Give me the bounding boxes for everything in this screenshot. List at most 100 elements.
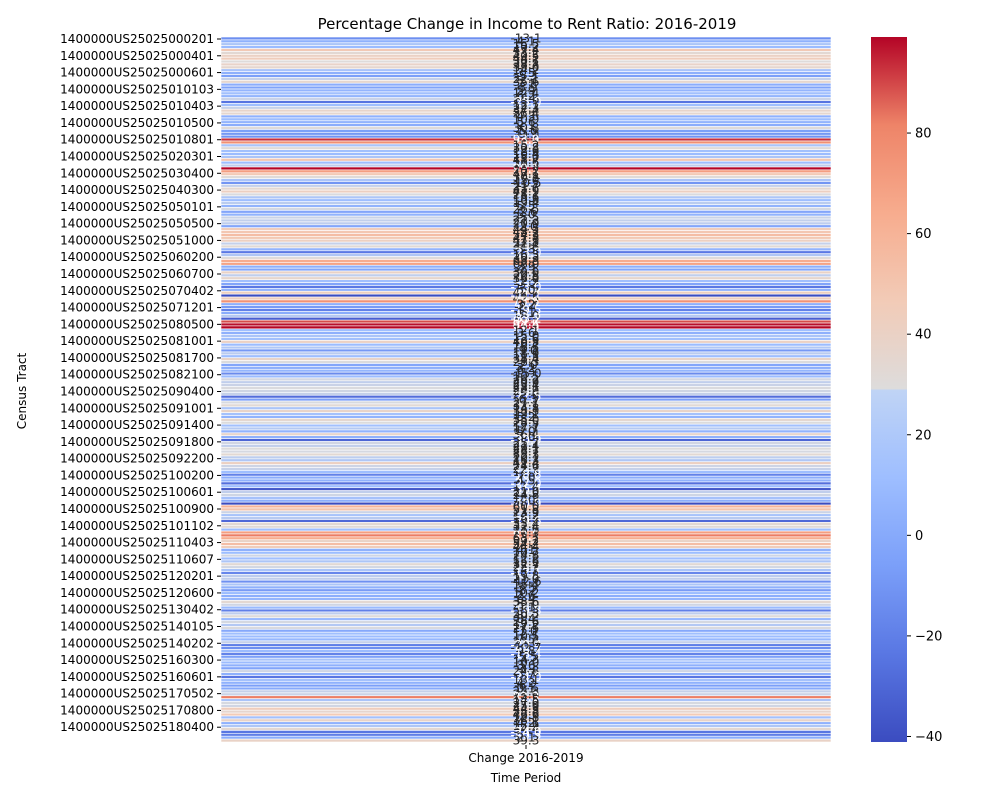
y-tick-label: 1400000US25025070402: [60, 284, 214, 298]
colorbar-tick-label: −40: [915, 730, 942, 745]
chart-title: Percentage Change in Income to Rent Rati…: [318, 15, 737, 33]
y-tick-label: 1400000US25025101102: [60, 519, 214, 533]
cell-value-label: 2.1: [516, 731, 535, 745]
cell-value-label: 18.9: [513, 346, 540, 360]
y-tick-label: 1400000US25025091800: [60, 435, 214, 449]
colorbar-tick-label: −20: [915, 629, 942, 644]
cell-value-label: 14.7: [513, 563, 540, 577]
cell-value-label: 17.7: [513, 422, 540, 436]
cell-value-label: 24.8: [513, 664, 540, 678]
cell-value-label: 15.0: [513, 329, 540, 343]
cell-value-label: 12.6: [513, 144, 540, 158]
cell-value-label: 25.0: [513, 699, 540, 713]
cell-value-label: -23.0: [510, 280, 541, 294]
cell-value-label: 12.1: [513, 627, 540, 641]
cell-value-label: 4.3: [516, 109, 535, 123]
cell-value-label: 35.8: [513, 705, 540, 719]
y-tick-label: 1400000US25025000601: [60, 66, 214, 80]
y-tick-label: 1400000US25025080500: [60, 317, 214, 331]
cell-value-label: 15.9: [513, 719, 540, 733]
y-tick-label: 1400000US25025000201: [60, 32, 214, 46]
y-tick-label: 1400000US25025140202: [60, 636, 214, 650]
cell-value-label: 23.5: [513, 211, 540, 225]
y-tick-label: 1400000US25025130402: [60, 603, 214, 617]
cell-value-label: -6.3: [514, 393, 537, 407]
cell-value-label: 3.0: [516, 430, 535, 444]
cell-value-label: 33.3: [513, 448, 540, 462]
cell-value-label: 36.0: [513, 271, 540, 285]
cell-value-label: 12.1: [513, 98, 540, 112]
cell-value-label: 4.1: [516, 34, 535, 48]
cell-value-label: 21.7: [513, 179, 540, 193]
cell-value-label: 30.8: [513, 141, 540, 155]
cell-value-label: -17.1: [510, 566, 541, 580]
cell-value-label: -8.4: [514, 300, 537, 314]
cell-value-label: 11.5: [513, 349, 540, 363]
cell-value-label: 5.2: [516, 410, 535, 424]
cell-value-label: 4.5: [516, 474, 535, 488]
cell-value-label: 27.0: [513, 696, 540, 710]
cell-value-label: 10.2: [513, 586, 540, 600]
x-tick-label: Change 2016-2019: [468, 751, 583, 765]
cell-value-label: 15.4: [513, 578, 540, 592]
cell-value-label: 14.2: [513, 508, 540, 522]
cell-value-label: 3.2: [516, 297, 535, 311]
x-axis-label: Time Period: [490, 771, 562, 785]
cell-value-label: -1.0: [514, 624, 537, 638]
cell-value-label: 15.2: [513, 138, 540, 152]
cell-value-label: 44.2: [513, 52, 540, 66]
cell-value-label: -27.5: [510, 390, 541, 404]
cell-value-label: 13.1: [513, 673, 540, 687]
cell-value-label: 70.2: [513, 164, 540, 178]
cell-value-label: 18.0: [513, 309, 540, 323]
cell-value-label: 20.0: [513, 216, 540, 230]
cell-value-label: 23.4: [513, 378, 540, 392]
cell-value-label: 4.2: [516, 716, 535, 730]
cell-value-label: 15.0: [513, 150, 540, 164]
cell-value-label: 46.6: [513, 708, 540, 722]
cell-value-label: -9.0: [514, 343, 537, 357]
cell-value-label: -30.9: [510, 433, 541, 447]
cell-value-label: 38.1: [513, 713, 540, 727]
cell-value-label: -2.1: [514, 263, 537, 277]
cell-value-label: 41.3: [513, 234, 540, 248]
cell-value-label: 63.7: [513, 531, 540, 545]
cell-value-label: 5.0: [516, 283, 535, 297]
cell-value-label: 38.2: [513, 57, 540, 71]
cell-value-label: 41.9: [513, 185, 540, 199]
cell-value-label: 11.4: [513, 479, 540, 493]
cell-value-label: 10.5: [513, 630, 540, 644]
cell-value-label: 18.3: [513, 511, 540, 525]
cell-value-label: -40.9: [510, 497, 541, 511]
cell-value-label: 28.3: [513, 355, 540, 369]
cell-value-label: -19.8: [510, 604, 541, 618]
cell-value-label: 16.3: [513, 453, 540, 467]
cell-value-label: 47.1: [513, 167, 540, 181]
cell-value-label: 82.5: [513, 528, 540, 542]
cell-value-label: 99.0: [513, 320, 540, 334]
y-tick-label: 1400000US25025040300: [60, 183, 214, 197]
colorbar-tick-label: 40: [915, 328, 932, 343]
x-axis: Change 2016-2019: [468, 745, 584, 765]
cell-value-label: -25.0: [510, 95, 541, 109]
cell-value-label: 12.8: [513, 710, 540, 724]
cell-value-label: 25.7: [513, 436, 540, 450]
cell-value-label: 33.6: [513, 182, 540, 196]
cell-value-label: 20.8: [513, 268, 540, 282]
y-tick-label: 1400000US25025090400: [60, 385, 214, 399]
cell-value-label: 15.6: [513, 554, 540, 568]
cell-value-label: 38.3: [513, 404, 540, 418]
cell-value-label: 30.8: [513, 121, 540, 135]
cell-value-label: 22.0: [513, 635, 540, 649]
colorbar-gradient: [871, 37, 907, 742]
colorbar: 80 60 40 20 0 −20 −40: [871, 37, 942, 745]
cell-value-label: 19.8: [513, 569, 540, 583]
cell-value-label: 10.2: [513, 40, 540, 54]
cell-value-label: -6.2: [514, 679, 537, 693]
cell-value-label: -13.1: [510, 31, 541, 45]
cell-value-label: 13.5: [513, 491, 540, 505]
cell-value-label: 27.7: [513, 396, 540, 410]
y-axis-label: Census Tract: [15, 352, 29, 429]
y-tick-label: 1400000US25025082100: [60, 368, 214, 382]
y-tick-label: 1400000US25025010103: [60, 82, 214, 96]
